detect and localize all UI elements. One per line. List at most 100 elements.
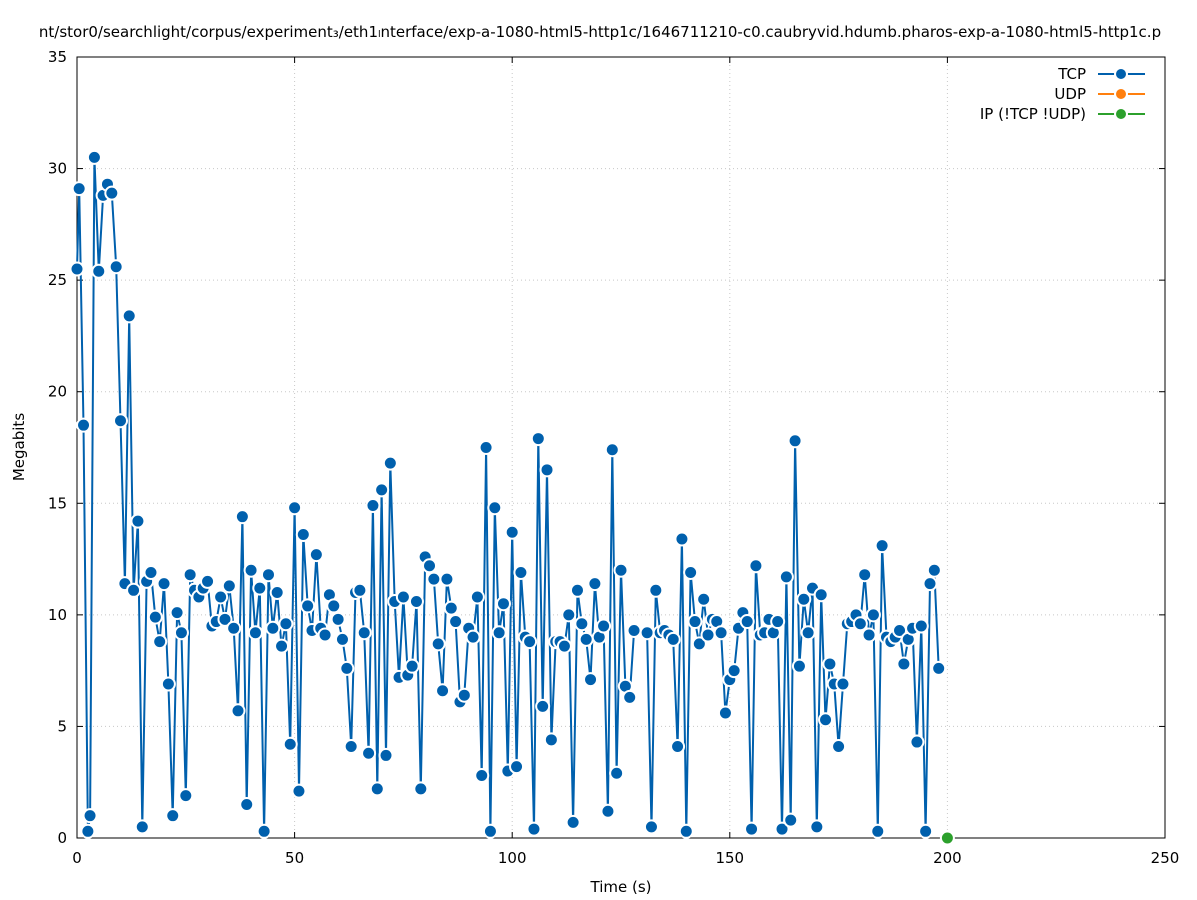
data-point <box>143 564 159 580</box>
data-point <box>926 562 942 578</box>
data-point <box>404 658 420 674</box>
x-tick-label: 150 <box>715 849 744 867</box>
data-point <box>378 747 394 763</box>
data-point <box>356 625 372 641</box>
data-point <box>539 462 555 478</box>
data-point <box>626 622 642 638</box>
data-point <box>596 618 612 634</box>
legend-marker <box>1114 67 1128 81</box>
data-point <box>352 582 368 598</box>
data-point <box>169 605 185 621</box>
x-axis-label: Time (s) <box>590 878 652 896</box>
data-point <box>291 783 307 799</box>
data-point <box>809 819 825 835</box>
y-tick-label: 20 <box>48 383 67 401</box>
legend-label: UDP <box>1054 85 1086 103</box>
data-point <box>535 698 551 714</box>
data-point <box>739 614 755 630</box>
data-point <box>439 571 455 587</box>
data-point <box>300 598 316 614</box>
data-point <box>687 614 703 630</box>
data-point <box>317 627 333 643</box>
data-point <box>408 593 424 609</box>
data-point <box>744 821 760 837</box>
data-point <box>939 830 955 846</box>
data-point <box>156 576 172 592</box>
data-point <box>217 611 233 627</box>
data-point <box>648 582 664 598</box>
data-point <box>639 625 655 641</box>
data-point <box>783 812 799 828</box>
data-point <box>126 582 142 598</box>
data-point <box>696 591 712 607</box>
y-tick-label: 15 <box>48 494 67 512</box>
data-point <box>426 571 442 587</box>
data-point <box>465 629 481 645</box>
data-point <box>574 616 590 632</box>
data-point <box>295 527 311 543</box>
data-point <box>413 781 429 797</box>
data-point <box>643 819 659 835</box>
data-point <box>918 823 934 839</box>
data-point <box>326 598 342 614</box>
data-point <box>543 732 559 748</box>
data-point <box>334 631 350 647</box>
data-point <box>565 814 581 830</box>
data-point <box>487 500 503 516</box>
data-point <box>526 821 542 837</box>
data-point <box>583 672 599 688</box>
data-point <box>173 625 189 641</box>
data-point <box>269 585 285 601</box>
data-point <box>382 455 398 471</box>
data-point <box>226 620 242 636</box>
data-point <box>587 576 603 592</box>
data-point <box>113 413 129 429</box>
data-point <box>787 433 803 449</box>
data-point <box>339 660 355 676</box>
data-point <box>134 819 150 835</box>
data-point <box>796 591 812 607</box>
data-point <box>365 498 381 514</box>
y-tick-label: 30 <box>48 160 67 178</box>
data-point <box>456 687 472 703</box>
data-point <box>896 656 912 672</box>
data-point <box>287 500 303 516</box>
x-tick-label: 100 <box>498 849 527 867</box>
data-point <box>474 768 490 784</box>
x-tick-label: 250 <box>1151 849 1180 867</box>
data-point <box>778 569 794 585</box>
data-point <box>861 627 877 643</box>
y-axis-label: Megabits <box>10 413 28 481</box>
data-point <box>530 431 546 447</box>
data-point <box>670 739 686 755</box>
data-point <box>147 609 163 625</box>
legend: TCP UDP IP (!TCP !UDP) <box>980 65 1145 123</box>
data-point <box>578 631 594 647</box>
data-point <box>182 567 198 583</box>
data-point <box>717 705 733 721</box>
data-point <box>813 587 829 603</box>
data-point <box>200 573 216 589</box>
data-point <box>522 634 538 650</box>
data-point <box>108 259 124 275</box>
data-point <box>71 181 87 197</box>
x-tick-label: 50 <box>285 849 304 867</box>
data-point <box>870 823 886 839</box>
data-point <box>130 513 146 529</box>
data-point <box>374 482 390 498</box>
data-point <box>748 558 764 574</box>
data-point <box>435 683 451 699</box>
data-point <box>604 442 620 458</box>
data-point <box>665 631 681 647</box>
data-point <box>613 562 629 578</box>
data-point <box>791 658 807 674</box>
legend-marker <box>1114 107 1128 121</box>
data-point <box>252 580 268 596</box>
data-point <box>691 636 707 652</box>
data-point <box>260 567 276 583</box>
series-layer <box>69 149 955 846</box>
data-point <box>831 739 847 755</box>
data-point <box>852 616 868 632</box>
data-point <box>700 627 716 643</box>
